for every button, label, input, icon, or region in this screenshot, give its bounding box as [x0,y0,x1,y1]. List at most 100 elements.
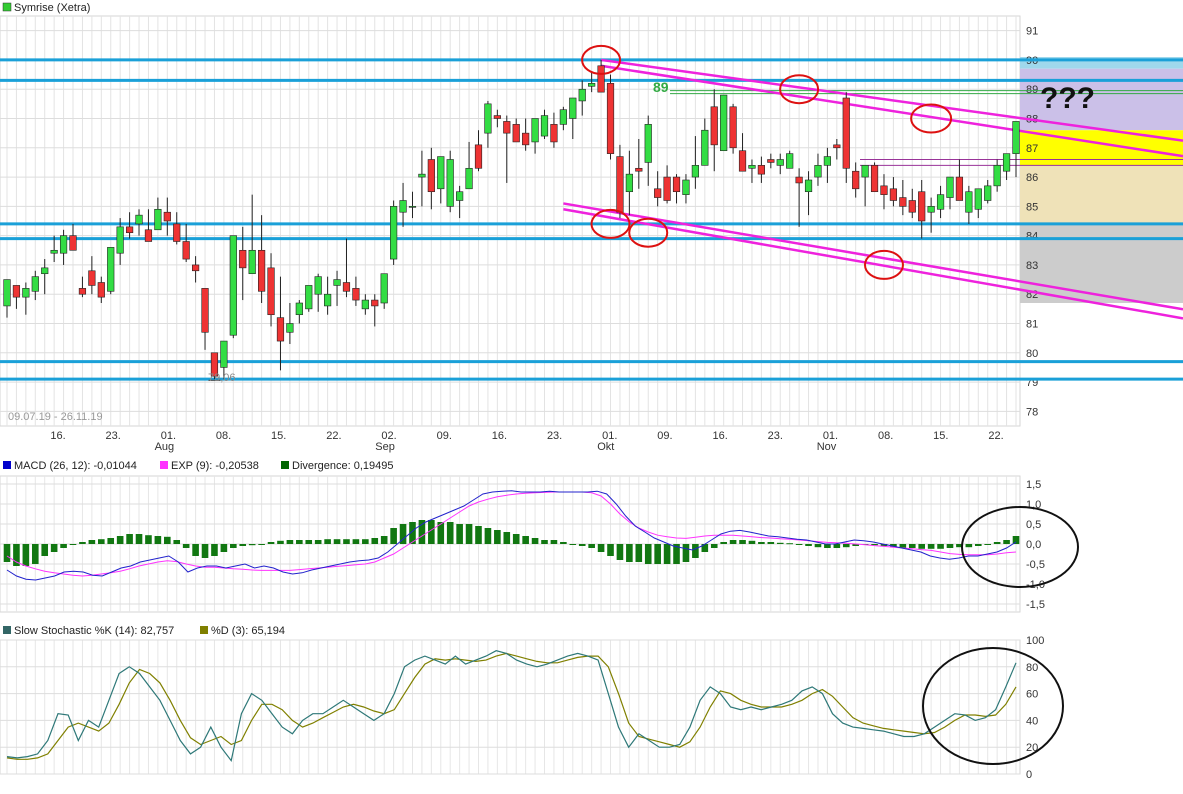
divergence-bar [267,542,275,544]
candle [78,288,87,295]
divergence-bar [965,544,973,548]
divergence-bar [50,544,58,552]
divergence-bar [296,540,303,544]
candle [663,176,671,201]
d-legend-label: %D (3): 65,194 [211,625,285,637]
candle [390,206,398,260]
price-x-tick: 09. [437,430,452,442]
divergence-bar [767,542,775,544]
macd-highlight-ellipse [961,506,1079,588]
divergence-bar [560,542,567,544]
divergence-bar [974,544,982,546]
stochastic-y-tick: 100 [1026,635,1044,647]
candle [946,176,954,198]
divergence-bar [97,539,105,544]
divergence-bar [569,544,577,545]
candle [531,118,539,143]
divergence-bar [239,544,247,546]
divergence-bar [446,522,454,544]
candle [210,352,219,377]
candle [201,288,209,333]
divergence-bar [550,540,558,544]
divergence-bar [333,539,341,544]
candle [493,115,501,119]
candle [276,317,285,342]
divergence-bar [116,536,124,544]
candle [22,288,30,298]
divergence-bar [984,544,992,545]
candle [182,241,190,260]
price-zone-4 [1020,223,1183,303]
divergence-bar [60,544,67,548]
divergence-bar [833,544,841,548]
divergence-bar [616,544,624,560]
level-89-label: 89 [653,79,669,95]
candle [173,223,181,242]
divergence-bar [277,540,284,544]
candle [267,267,275,316]
price-y-axis: 7879808182838485868788899091 [1026,26,1038,419]
candle [720,94,728,152]
divergence-bar [173,540,181,544]
price-x-tick: 08. [878,430,893,442]
candle [437,156,445,190]
divergence-bar [871,544,878,546]
price-x-tick: 15. [933,430,948,442]
divergence-bar [503,532,511,544]
candle [107,247,115,292]
candle [1002,153,1011,172]
divergence-bar [626,544,633,562]
price-plot-area [0,15,1021,427]
candle [569,97,577,119]
divergence-bar [107,538,115,544]
candle [474,144,483,169]
divergence-bar [663,544,671,564]
candle [50,249,58,254]
price-y-tick: 84 [1026,231,1038,243]
candle [69,235,77,251]
date-range-label: 09.07.19 - 26.11.19 [8,411,103,423]
price-x-tick: 08. [216,430,231,442]
divergence-bar [145,535,152,544]
candle [352,288,360,301]
candle [635,167,643,172]
divergence-bar [428,520,435,544]
candle [889,188,898,201]
divergence-bar [164,536,171,544]
candle [550,124,558,143]
divergence-bar [748,540,756,544]
macd-y-tick: 0,0 [1026,539,1041,551]
divergence-bar [182,544,190,548]
candle [380,273,388,304]
stochastic-y-tick: 80 [1026,662,1038,674]
candle [446,159,454,207]
stochastic-y-tick: 60 [1026,689,1038,701]
divergence-bar [541,540,548,544]
divergence-bar [946,544,954,548]
divergence-bar [824,544,831,548]
trend-line [600,58,1183,142]
price-y-tick: 78 [1026,406,1038,418]
candle [578,88,586,102]
divergence-bar [710,544,718,548]
divergence-legend-label: Divergence: 0,19495 [292,460,394,472]
price-x-month: Aug [155,441,175,453]
price-x-tick: 02. [381,430,396,442]
price-x-tick: 01. [161,430,176,442]
price-x-tick: 23. [768,430,783,442]
candle [814,165,822,178]
divergence-bar [13,544,20,566]
price-y-tick: 81 [1026,319,1038,331]
candle [31,276,39,292]
divergence-bar [729,540,737,544]
candle [399,200,407,213]
divergence-bar [776,542,784,544]
candle [870,165,879,193]
candle [606,83,615,154]
candle [324,293,332,307]
low-value-label: 79,06 [208,372,236,384]
candle [239,249,247,269]
price-panel: 7879808182838485868788899091 16.23.01.Au… [0,2,1183,453]
